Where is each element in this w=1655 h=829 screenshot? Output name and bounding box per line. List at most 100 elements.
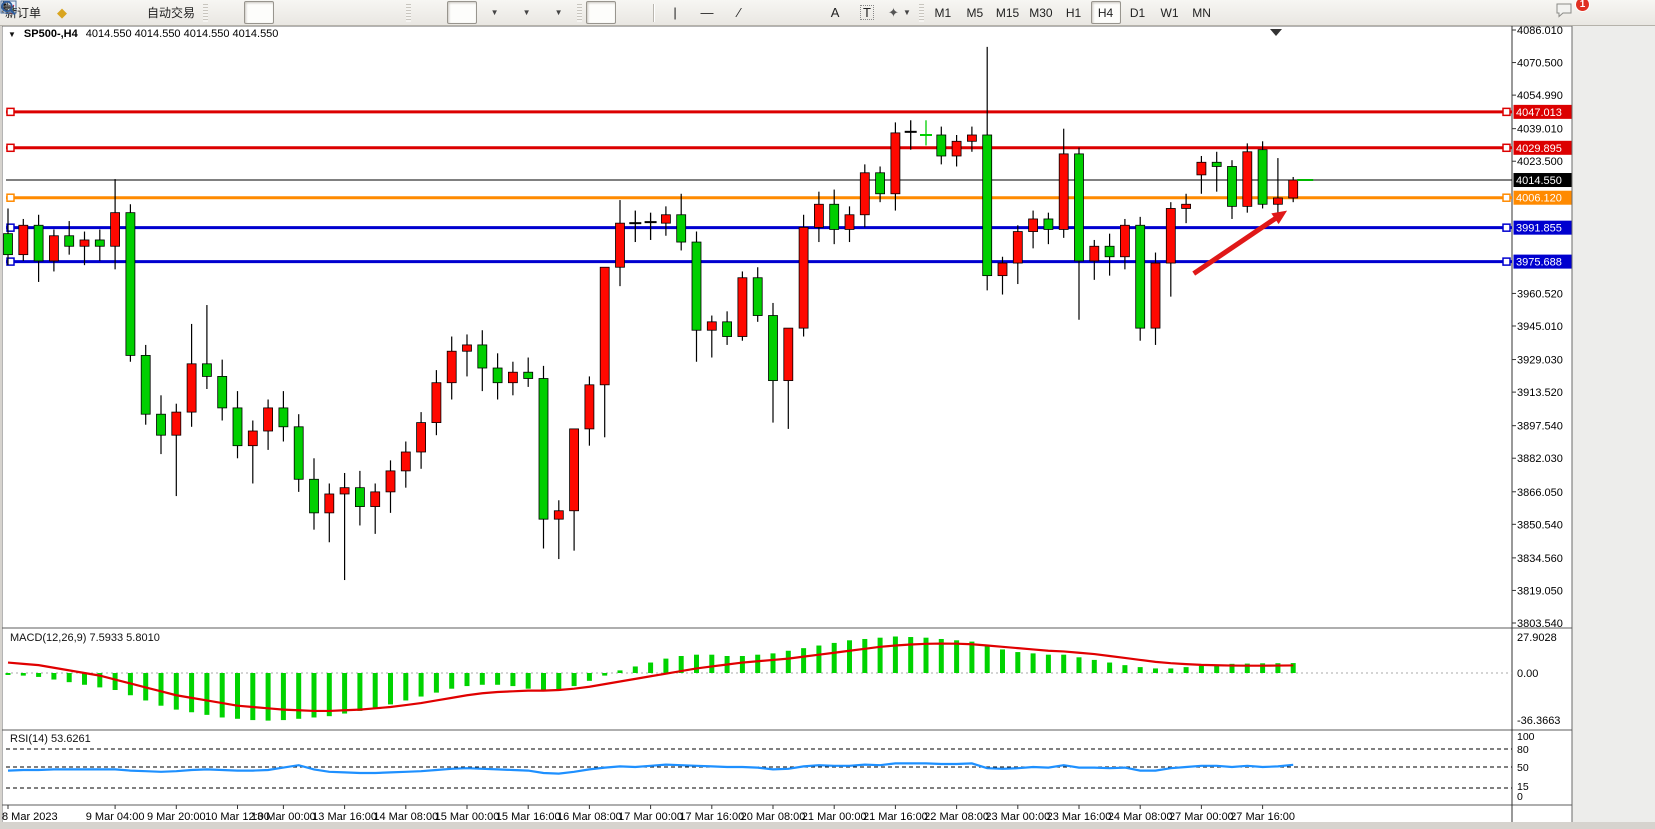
chart-shift-button[interactable] [1, 1, 478, 24]
timeframe-h1-button[interactable]: H1 [1065, 5, 1082, 20]
line-anchor-handle[interactable] [6, 223, 15, 232]
timeframe-h4-button[interactable]: H4 [1090, 1, 1121, 24]
line-anchor-handle[interactable] [1502, 143, 1511, 153]
candle [33, 214, 44, 282]
macd-histogram-bar [923, 637, 929, 673]
price-tag[interactable] [1513, 254, 1572, 269]
toolbar-grip[interactable] [918, 3, 924, 22]
macd-histogram-bar [831, 642, 837, 673]
line-anchor-handle[interactable] [1502, 107, 1511, 117]
candle [644, 212, 657, 240]
time-tick-label: 14 Mar 08:00 [373, 811, 438, 823]
rsi-scale-label: 80 [1517, 744, 1529, 756]
candle [676, 193, 687, 251]
fibonacci-tool-button[interactable]: F [2, 1, 818, 24]
vertical-line-tool-button[interactable]: | [660, 1, 690, 24]
horizontal-line-tool-button[interactable]: — [692, 1, 722, 24]
macd-histogram-bar [189, 673, 195, 713]
zoom-in-button[interactable] [1, 1, 338, 24]
candle [49, 229, 59, 272]
auto-trading-button[interactable]: 自动交易 [0, 0, 199, 24]
cursor-tool-button[interactable] [3, 1, 617, 24]
search-button[interactable] [1, 0, 1543, 24]
timeframe-m5-button[interactable]: M5 [966, 5, 984, 20]
auto-scroll-button[interactable] [1, 1, 445, 24]
time-tick-label: 21 Mar 16:00 [863, 811, 928, 823]
candle [599, 266, 610, 438]
price-tag[interactable] [1513, 140, 1572, 155]
price-tag[interactable] [1513, 173, 1572, 188]
timeframe-mn-button[interactable]: MN [1192, 5, 1211, 20]
line-anchor-handle[interactable] [6, 193, 15, 202]
macd-scale-label: 0.00 [1517, 668, 1538, 680]
trendline-icon: ∕ [737, 5, 741, 20]
price-tag[interactable] [1513, 104, 1572, 119]
price-tick-label: 4039.010 [1517, 124, 1563, 136]
macd-histogram-bar [5, 673, 11, 675]
toolbar-separator [653, 3, 656, 22]
timeframe-w1-button[interactable]: W1 [1160, 5, 1179, 20]
crosshair-tool-button[interactable] [1, 1, 648, 24]
time-tick-label: 15 Mar 00:00 [435, 811, 500, 823]
signals-button[interactable] [0, 1, 141, 24]
macd-histogram-bar [112, 673, 118, 691]
time-tick-label: 21 Mar 00:00 [802, 811, 867, 823]
arrow-objects-button[interactable]: ✦ ▼ [884, 1, 915, 24]
macd-histogram-bar [250, 673, 256, 721]
price-tick-label: 4054.990 [1517, 90, 1563, 102]
macd-histogram-bar [694, 654, 699, 673]
zoom-out-button[interactable] [1, 1, 370, 24]
line-anchor-handle[interactable] [1502, 223, 1511, 232]
price-tag[interactable] [1513, 220, 1572, 235]
search-icon [1, 0, 16, 16]
notifications-button[interactable]: 1 [1554, 0, 1590, 24]
price-tag-label: 3991.855 [1516, 223, 1562, 235]
toolbar-grip[interactable] [203, 3, 209, 22]
label-tool-button[interactable]: T [852, 1, 882, 24]
macd-histogram-bar [525, 673, 531, 689]
chevron-down-icon[interactable]: ▼ [8, 29, 16, 39]
periods-button[interactable]: ▼ [1, 1, 541, 24]
rsi-line [7, 762, 1294, 775]
timeframe-m30-button[interactable]: M30 [1029, 5, 1053, 20]
timeframe-d1-button[interactable]: D1 [1129, 5, 1146, 20]
timeframe-m1-button[interactable]: M1 [934, 5, 952, 20]
candle [110, 179, 120, 270]
price-tag[interactable] [1513, 190, 1572, 205]
charts-button[interactable]: ◆ [47, 1, 77, 24]
toolbar-grip[interactable] [577, 3, 583, 22]
line-anchor-handle[interactable] [6, 143, 15, 153]
macd-histogram-bar [847, 640, 852, 673]
tile-windows-button[interactable] [1, 1, 402, 24]
macd-histogram-bar [173, 673, 179, 710]
line-anchor-handle[interactable] [6, 257, 15, 266]
indicators-button[interactable]: ▼ [0, 0, 509, 24]
candle [1273, 158, 1283, 215]
time-tick-label: 10 Mar 12:00 [205, 811, 270, 823]
macd-histogram-bar [877, 637, 883, 673]
window-frame-bottom [0, 822, 1655, 829]
macd-histogram-bar [510, 673, 516, 687]
candle [125, 204, 136, 362]
macd-histogram-bar [785, 650, 791, 673]
price-tag-label: 4047.013 [1516, 107, 1562, 119]
line-chart-button[interactable] [0, 1, 306, 24]
text-tool-button[interactable]: A [820, 1, 850, 24]
trend-arrow-annotation[interactable] [1192, 212, 1282, 276]
templates-button[interactable]: ▼ [0, 0, 573, 24]
line-anchor-handle[interactable] [1502, 257, 1511, 266]
macd-histogram-bar [1290, 663, 1296, 673]
trendline-tool-button[interactable]: ∕ [724, 1, 754, 24]
terminal-button[interactable] [0, 0, 109, 24]
timeframe-m15-button[interactable]: M15 [995, 5, 1020, 20]
line-anchor-handle[interactable] [6, 107, 15, 117]
macd-histogram-bar [632, 666, 638, 673]
bar-chart-button[interactable] [0, 1, 242, 24]
chart-shift-marker[interactable] [1270, 29, 1282, 36]
toolbar-grip[interactable] [406, 3, 412, 22]
equidistant-channel-tool-button[interactable]: E [1, 1, 786, 24]
line-anchor-handle[interactable] [1502, 193, 1511, 202]
candle [904, 120, 917, 150]
candlestick-chart-button[interactable] [0, 1, 275, 24]
